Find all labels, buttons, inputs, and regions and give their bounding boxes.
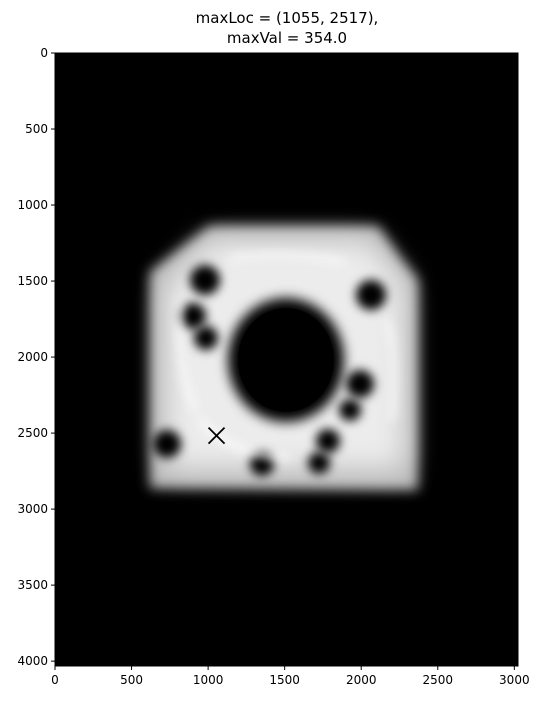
x-tick-label: 2500 xyxy=(422,673,453,687)
x-tick-label: 500 xyxy=(120,673,143,687)
x-tick-label: 1500 xyxy=(269,673,300,687)
x-axis: 0 500 1000 1500 2000 2500 3000 xyxy=(51,666,530,687)
x-tick-label: 0 xyxy=(51,673,59,687)
y-axis: 0 500 1000 1500 2000 2500 3000 3500 4000 xyxy=(17,46,55,668)
max-location-marker xyxy=(207,427,226,445)
axes-frame xyxy=(54,52,519,667)
x-tick-label: 1000 xyxy=(193,673,224,687)
chart-title: maxLoc = (1055, 2517), maxVal = 354.0 xyxy=(56,8,518,48)
y-tick-label: 2000 xyxy=(17,350,48,364)
y-tick-label: 1000 xyxy=(17,198,48,212)
chart-title-line-1: maxLoc = (1055, 2517), xyxy=(195,9,379,27)
y-tick-label: 3000 xyxy=(17,502,48,516)
dark-spots xyxy=(153,265,386,476)
y-tick-label: 0 xyxy=(40,46,48,60)
y-tick-label: 3500 xyxy=(17,578,48,592)
y-tick-label: 500 xyxy=(25,122,48,136)
y-tick-label: 1500 xyxy=(17,274,48,288)
bright-ridges xyxy=(176,252,397,461)
distance-field xyxy=(150,226,418,490)
y-tick-label: 2500 xyxy=(17,426,48,440)
y-tick-label: 4000 xyxy=(17,654,48,668)
x-tick-label: 3000 xyxy=(499,673,530,687)
x-tick-label: 2000 xyxy=(346,673,377,687)
ring-hole-core xyxy=(238,308,334,412)
max-marker-stroke xyxy=(207,427,226,445)
chart-title-line-2: maxVal = 354.0 xyxy=(226,29,348,47)
